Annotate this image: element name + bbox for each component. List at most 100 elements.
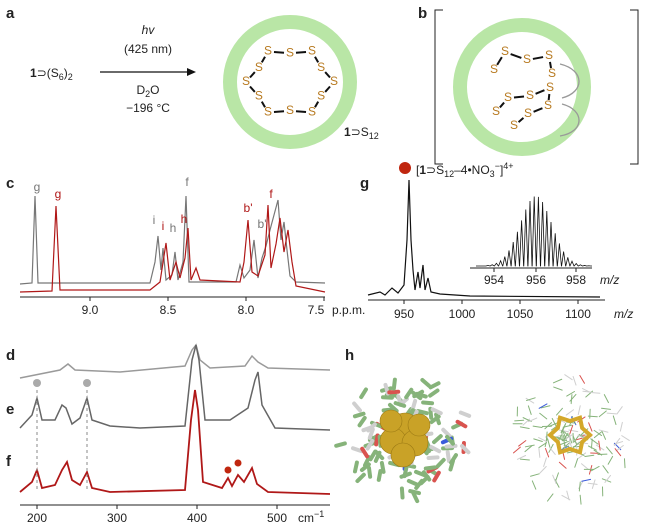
bond-stick [525,397,535,404]
bond-stick [460,443,471,455]
bond-stick [538,403,548,409]
peak-label: i [153,213,156,227]
formula-part: 12 [369,131,379,141]
bond-stick [552,378,563,384]
bond-stick [621,435,630,441]
bond-stick [555,472,559,482]
molecule-model [512,374,630,505]
x-tick-label: 200 [27,511,47,525]
bond-stick [554,478,560,488]
atom-label: S [330,74,338,88]
guide-line [36,390,88,492]
bond-stick [614,448,622,457]
bond-stick [538,437,548,443]
bond-stick [604,474,611,483]
bond-stick [429,414,441,425]
peak-label: f [185,175,189,189]
bond-stick [381,407,395,413]
inset-axis [470,267,592,272]
bond-stick [565,409,575,416]
condition: D2O [136,83,159,99]
atom-label: S [317,89,325,103]
bond-stick [432,470,441,483]
axis-unit: m/z [614,307,633,321]
bond-stick [574,437,585,441]
bond-stick [552,474,557,485]
bond [295,110,307,114]
bond-stick [526,397,536,402]
condition: −196 °C [126,101,170,115]
bond-stick [559,440,569,446]
atom-label: S [255,89,263,103]
formula-part: 3 [490,169,495,179]
peak-label: g [34,180,41,194]
host-ring [223,15,357,149]
formula-part: − [495,161,500,171]
bond-stick [559,429,569,433]
bond-stick [598,440,601,451]
bracket [434,9,639,165]
formula-part: 4+ [503,161,513,171]
formula-part: 1 [344,125,351,139]
bond-stick [428,388,440,398]
x-tick-label: 950 [394,307,414,321]
bond-stick [558,461,567,469]
x-tick-label: 1100 [565,307,591,321]
bond-stick [606,446,613,455]
atom-label: S [501,44,509,58]
bond-stick [593,429,603,437]
bond-stick [557,438,568,442]
bond [273,50,285,54]
panel-label: d [6,347,15,364]
panel-label: e [6,401,14,418]
bond-stick [428,406,434,420]
atom-label: S [544,98,552,112]
bond-stick [566,490,570,501]
bond-stick [562,442,571,449]
bond-stick [432,434,443,445]
atom-label: S [524,106,532,120]
bond-stick [530,473,540,477]
x-tick-label: 7.5 [308,303,325,317]
sulfur-ring [546,415,594,455]
bond-stick [519,458,530,461]
ms-trace [367,179,601,298]
bond-stick [566,390,576,397]
bond-stick [603,394,609,404]
bond-stick [532,425,543,429]
x-tick-label: 9.0 [82,303,99,317]
bond [510,53,522,59]
peak-label: g [55,187,62,201]
bond-stick [613,437,621,447]
bond-stick [587,482,598,485]
bond-stick [612,415,617,426]
bond-stick [593,431,602,439]
bond-stick [579,375,585,384]
bond-stick [551,417,557,427]
sulfur-sphere [379,409,403,433]
panel-label: a [6,5,15,22]
bond-stick [528,417,538,423]
bond-stick [584,454,595,457]
bond-stick [387,389,401,395]
bond [324,71,331,79]
bond-stick [415,391,428,399]
sulfur-sphere [407,413,431,437]
bond-stick [572,376,577,386]
bond-stick [524,444,535,448]
bond-stick [548,422,558,427]
bond-stick [574,458,579,468]
bond-stick [568,429,579,433]
bond-stick [359,462,371,473]
bond-stick [579,494,582,505]
atom-label: S [510,118,518,132]
bond-stick [361,425,374,433]
atom-label: S [308,105,316,119]
bond-stick [539,412,548,420]
formula-part: ] [500,163,503,177]
raman-trace [19,343,331,379]
bond-stick [601,430,607,440]
bond-stick [577,452,587,459]
